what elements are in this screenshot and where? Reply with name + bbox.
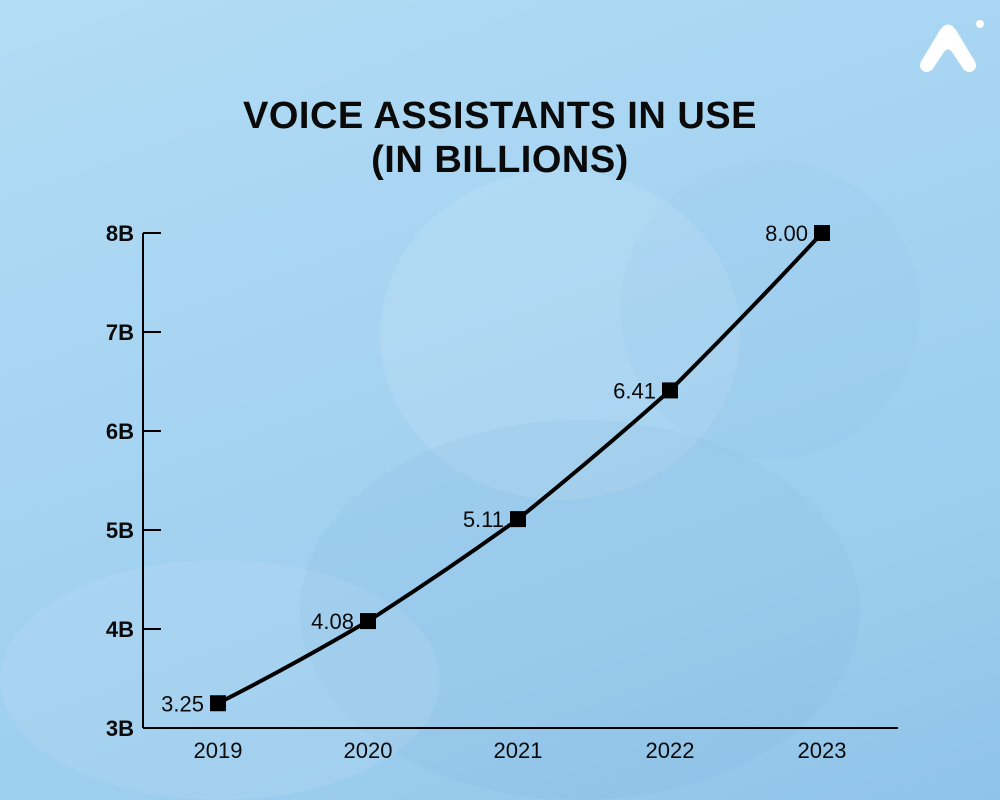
data-label: 6.41 bbox=[613, 378, 656, 403]
background-photo-shape bbox=[620, 160, 920, 460]
y-tick-label: 6B bbox=[106, 419, 134, 444]
y-tick-label: 8B bbox=[106, 221, 134, 246]
x-tick-label: 2023 bbox=[798, 738, 847, 763]
data-label: 4.08 bbox=[311, 609, 354, 634]
data-label: 3.25 bbox=[161, 691, 204, 716]
data-point-marker bbox=[360, 613, 376, 630]
data-label: 8.00 bbox=[765, 221, 808, 246]
background-photo-shape bbox=[380, 170, 740, 500]
data-point-marker bbox=[814, 225, 830, 241]
y-tick-label: 5B bbox=[106, 518, 134, 543]
x-tick-label: 2021 bbox=[494, 738, 543, 763]
background-photo-shape bbox=[300, 420, 860, 800]
y-tick-label: 7B bbox=[106, 320, 134, 345]
background-photo-shape bbox=[0, 560, 440, 800]
y-tick-label: 4B bbox=[106, 617, 134, 642]
x-tick-label: 2019 bbox=[194, 738, 243, 763]
chart-title-line-1: VOICE ASSISTANTS IN USE bbox=[242, 95, 758, 137]
data-point-marker bbox=[510, 511, 526, 528]
chart-title-line-2: (IN BILLIONS) bbox=[371, 139, 629, 181]
x-tick-label: 2020 bbox=[344, 738, 393, 763]
brand-logo-icon bbox=[920, 20, 984, 76]
y-tick-label: 3B bbox=[106, 716, 134, 741]
x-tick-label: 2022 bbox=[646, 738, 695, 763]
data-point-marker bbox=[662, 382, 678, 399]
data-label: 5.11 bbox=[463, 507, 504, 532]
chart-title: VOICE ASSISTANTS IN USE (IN BILLIONS) bbox=[0, 94, 1000, 182]
series-line bbox=[216, 231, 824, 706]
data-point-marker bbox=[210, 695, 226, 712]
